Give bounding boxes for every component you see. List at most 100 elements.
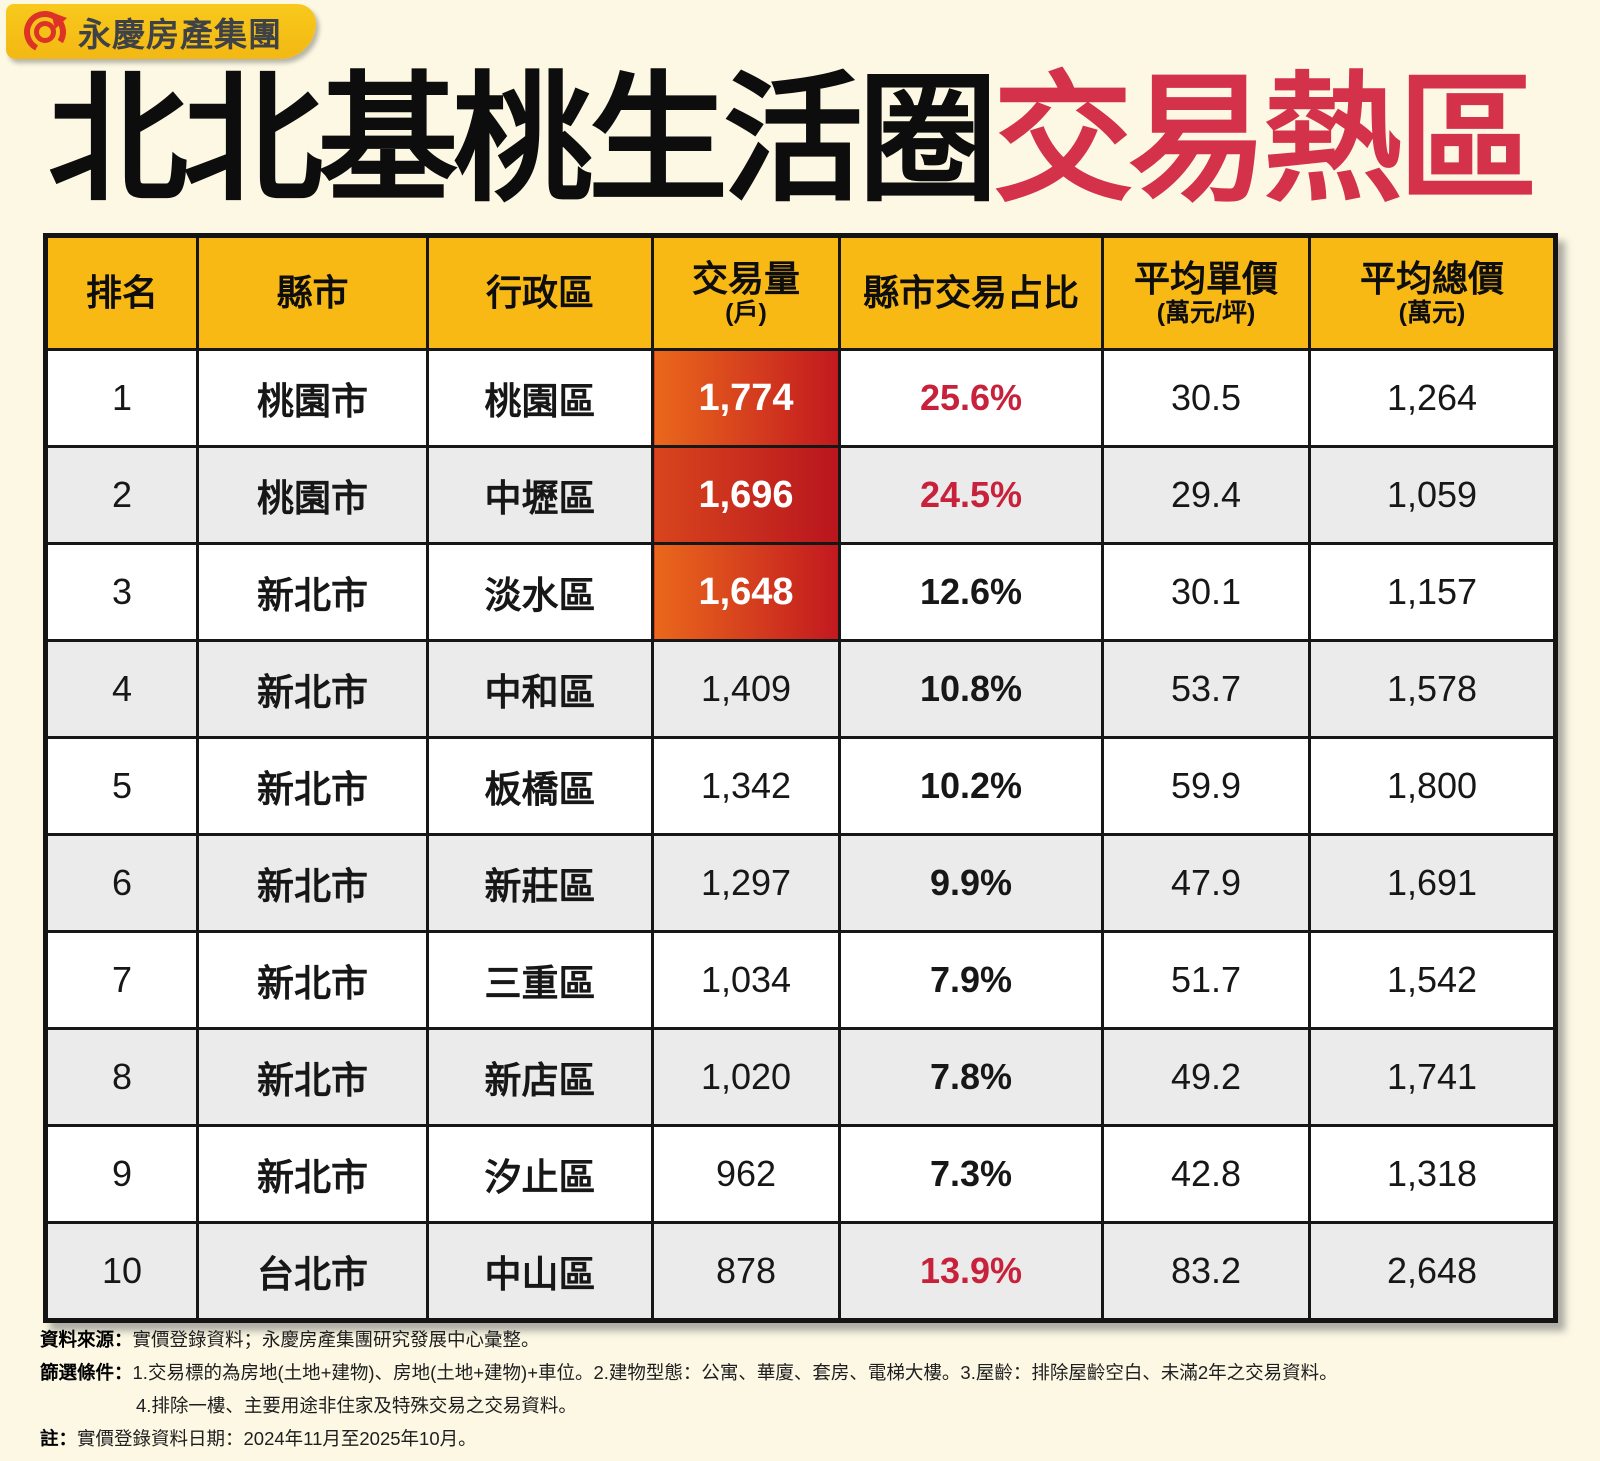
- cell-share: 10.2%: [838, 736, 1104, 836]
- cell-unit-price: 42.8: [1101, 1124, 1311, 1224]
- cell-volume: 878: [651, 1221, 841, 1322]
- table-row: 9 新北市 汐止區 962 7.3% 42.8 1,318: [44, 1124, 1557, 1224]
- cell-district: 汐止區: [426, 1124, 654, 1224]
- cell-volume: 1,648: [651, 542, 841, 642]
- footnote-filter: 篩選條件：1.交易標的為房地(土地+建物)、房地(土地+建物)+車位。2.建物型…: [40, 1361, 1570, 1385]
- cell-total-price: 1,800: [1308, 736, 1557, 836]
- cell-share: 24.5%: [838, 445, 1104, 545]
- cell-district: 三重區: [426, 930, 654, 1030]
- table-header: 排名 縣市 行政區 交易量 (戶) 縣市交易占比 平均單價 (萬元/坪) 平均總價 (萬元): [44, 234, 1557, 351]
- cell-total-price: 1,542: [1308, 930, 1557, 1030]
- cell-unit-price: 29.4: [1101, 445, 1311, 545]
- cell-share: 7.3%: [838, 1124, 1104, 1224]
- cell-rank: 2: [44, 445, 199, 545]
- footnote-note-label: 註：: [40, 1428, 78, 1450]
- column-header-volume: 交易量 (戶): [651, 234, 841, 351]
- table-row: 1 桃園市 桃園區 1,774 25.6% 30.5 1,264: [44, 348, 1557, 448]
- cell-total-price: 1,741: [1308, 1027, 1557, 1127]
- table-row: 3 新北市 淡水區 1,648 12.6% 30.1 1,157: [44, 542, 1557, 642]
- cell-share: 10.8%: [838, 639, 1104, 739]
- table-body: 1 桃園市 桃園區 1,774 25.6% 30.5 1,264 2 桃園市 中壢區 1,696 24…: [44, 348, 1557, 1322]
- page-title-black: 北北基桃生活圈: [48, 61, 998, 218]
- cell-rank: 10: [44, 1221, 199, 1322]
- cell-total-price: 1,578: [1308, 639, 1557, 739]
- table-row: 4 新北市 中和區 1,409 10.8% 53.7 1,578: [44, 639, 1557, 739]
- cell-rank: 5: [44, 736, 199, 836]
- cell-volume: 1,696: [651, 445, 841, 545]
- cell-district: 新莊區: [426, 833, 654, 933]
- cell-share: 9.9%: [838, 833, 1104, 933]
- cell-city: 新北市: [196, 1124, 429, 1224]
- cell-volume: 1,034: [651, 930, 841, 1030]
- cell-city: 新北市: [196, 1027, 429, 1127]
- column-header-total-price: 平均總價 (萬元): [1308, 234, 1557, 351]
- cell-district: 中壢區: [426, 445, 654, 545]
- cell-unit-price: 47.9: [1101, 833, 1311, 933]
- cell-district: 新店區: [426, 1027, 654, 1127]
- cell-unit-price: 51.7: [1101, 930, 1311, 1030]
- cell-volume: 962: [651, 1124, 841, 1224]
- table-row: 10 台北市 中山區 878 13.9% 83.2 2,648: [44, 1221, 1557, 1322]
- cell-total-price: 2,648: [1308, 1221, 1557, 1322]
- cell-unit-price: 49.2: [1101, 1027, 1311, 1127]
- brand-logo-icon: [22, 9, 68, 55]
- cell-city: 桃園市: [196, 348, 429, 448]
- cell-share: 25.6%: [838, 348, 1104, 448]
- cell-share: 13.9%: [838, 1221, 1104, 1322]
- column-header-district: 行政區: [426, 234, 654, 351]
- cell-volume: 1,774: [651, 348, 841, 448]
- cell-unit-price: 53.7: [1101, 639, 1311, 739]
- cell-total-price: 1,157: [1308, 542, 1557, 642]
- cell-district: 中山區: [426, 1221, 654, 1322]
- cell-rank: 3: [44, 542, 199, 642]
- cell-rank: 9: [44, 1124, 199, 1224]
- brand-badge: 永慶房產集團: [6, 4, 316, 59]
- cell-city: 台北市: [196, 1221, 429, 1322]
- cell-city: 新北市: [196, 542, 429, 642]
- cell-total-price: 1,264: [1308, 348, 1557, 448]
- cell-district: 桃園區: [426, 348, 654, 448]
- cell-city: 新北市: [196, 736, 429, 836]
- column-header-unit-price: 平均單價 (萬元/坪): [1101, 234, 1311, 351]
- footnote-source-text: 實價登錄資料；永慶房產集團研究發展中心彙整。: [132, 1329, 540, 1350]
- cell-unit-price: 30.1: [1101, 542, 1311, 642]
- table-row: 7 新北市 三重區 1,034 7.9% 51.7 1,542: [44, 930, 1557, 1030]
- cell-total-price: 1,059: [1308, 445, 1557, 545]
- cell-total-price: 1,691: [1308, 833, 1557, 933]
- table-header-row: 排名 縣市 行政區 交易量 (戶) 縣市交易占比 平均單價 (萬元/坪) 平均總價 (萬元): [44, 234, 1557, 351]
- cell-volume: 1,409: [651, 639, 841, 739]
- cell-unit-price: 30.5: [1101, 348, 1311, 448]
- cell-share: 12.6%: [838, 542, 1104, 642]
- footnote-filter-text-2: 4.排除一樓、主要用途非住家及特殊交易之交易資料。: [136, 1394, 577, 1416]
- cell-volume: 1,297: [651, 833, 841, 933]
- footnote-note-text: 實價登錄資料日期：2024年11月至2025年10月。: [77, 1428, 477, 1450]
- table-row: 2 桃園市 中壢區 1,696 24.5% 29.4 1,059: [44, 445, 1557, 545]
- page-title-red: 交易熱區: [993, 61, 1538, 218]
- cell-total-price: 1,318: [1308, 1124, 1557, 1224]
- table-row: 5 新北市 板橋區 1,342 10.2% 59.9 1,800: [44, 736, 1557, 836]
- cell-rank: 4: [44, 639, 199, 739]
- cell-district: 淡水區: [426, 542, 654, 642]
- footnote-filter-text-1: 1.交易標的為房地(土地+建物)、房地(土地+建物)+車位。2.建物型態：公寓、…: [132, 1362, 1338, 1384]
- cell-volume: 1,342: [651, 736, 841, 836]
- column-header-rank: 排名: [44, 234, 199, 351]
- cell-rank: 1: [44, 348, 199, 448]
- footnote-source-label: 資料來源：: [40, 1329, 133, 1350]
- cell-rank: 8: [44, 1027, 199, 1127]
- brand-name: 永慶房產集團: [78, 15, 282, 53]
- cell-city: 新北市: [196, 833, 429, 933]
- footnotes: 資料來源：實價登錄資料；永慶房產集團研究發展中心彙整。 篩選條件：1.交易標的為…: [40, 1328, 1570, 1461]
- page-title: 北北基桃生活圈交易熱區: [48, 70, 1538, 210]
- cell-share: 7.8%: [838, 1027, 1104, 1127]
- footnote-source: 資料來源：實價登錄資料；永慶房產集團研究發展中心彙整。: [40, 1328, 1570, 1352]
- cell-city: 桃園市: [196, 445, 429, 545]
- cell-unit-price: 59.9: [1101, 736, 1311, 836]
- table-row: 6 新北市 新莊區 1,297 9.9% 47.9 1,691: [44, 833, 1557, 933]
- footnote-filter-continued: 4.排除一樓、主要用途非住家及特殊交易之交易資料。: [40, 1394, 1570, 1418]
- column-header-city: 縣市: [196, 234, 429, 351]
- table-row: 8 新北市 新店區 1,020 7.8% 49.2 1,741: [44, 1027, 1557, 1127]
- cell-district: 板橋區: [426, 736, 654, 836]
- column-header-share: 縣市交易占比: [838, 234, 1104, 351]
